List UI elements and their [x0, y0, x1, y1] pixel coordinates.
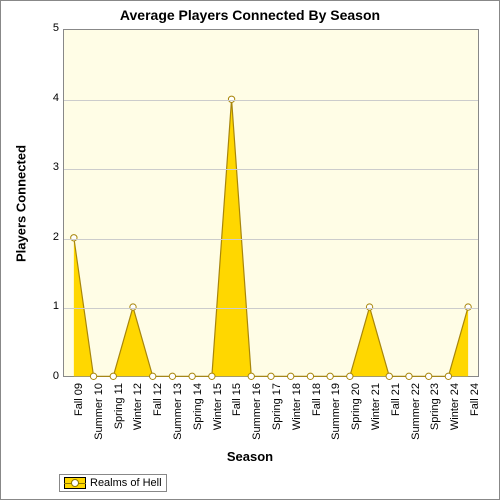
series-marker	[71, 235, 77, 241]
x-tick-label: Winter 24	[449, 383, 461, 463]
x-tick-label: Summer 16	[251, 383, 263, 463]
x-tick-label: Winter 21	[370, 383, 382, 463]
x-tick-label: Winter 15	[212, 383, 224, 463]
legend-label: Realms of Hell	[90, 477, 162, 489]
series-marker	[406, 373, 412, 379]
series-marker	[268, 373, 274, 379]
series-marker	[288, 373, 294, 379]
series-marker	[110, 373, 116, 379]
x-tick-label: Fall 15	[231, 383, 243, 463]
plot-area	[63, 29, 479, 377]
gridline	[64, 308, 478, 309]
x-tick-label: Spring 14	[192, 383, 204, 463]
series-marker	[327, 373, 333, 379]
legend-marker	[64, 478, 86, 488]
series-marker	[209, 373, 215, 379]
chart-series-svg	[64, 30, 478, 376]
x-tick-label: Spring 17	[271, 383, 283, 463]
series-marker	[445, 373, 451, 379]
series-marker	[189, 373, 195, 379]
gridline	[64, 169, 478, 170]
x-tick-label: Spring 11	[113, 383, 125, 463]
legend-circle-icon	[71, 479, 79, 487]
series-marker	[169, 373, 175, 379]
series-marker	[386, 373, 392, 379]
y-tick-label: 1	[39, 300, 59, 312]
x-tick-label: Winter 18	[291, 383, 303, 463]
gridline	[64, 239, 478, 240]
y-axis-label: Players Connected	[14, 144, 29, 264]
y-tick-label: 3	[39, 161, 59, 173]
y-tick-label: 0	[39, 370, 59, 382]
x-tick-label: Spring 20	[350, 383, 362, 463]
series-marker	[150, 373, 156, 379]
x-tick-label: Winter 12	[132, 383, 144, 463]
x-tick-label: Spring 23	[429, 383, 441, 463]
x-tick-label: Fall 21	[390, 383, 402, 463]
series-area	[74, 99, 468, 376]
chart-container: Average Players Connected By Season Play…	[0, 0, 500, 500]
gridline	[64, 100, 478, 101]
series-marker	[426, 373, 432, 379]
x-tick-label: Fall 09	[73, 383, 85, 463]
x-tick-label: Summer 13	[172, 383, 184, 463]
x-tick-label: Summer 22	[410, 383, 422, 463]
x-tick-label: Summer 19	[330, 383, 342, 463]
x-tick-label: Fall 12	[152, 383, 164, 463]
y-tick-label: 4	[39, 92, 59, 104]
legend: Realms of Hell	[59, 474, 167, 492]
x-tick-label: Fall 18	[311, 383, 323, 463]
y-tick-label: 5	[39, 22, 59, 34]
series-marker	[248, 373, 254, 379]
series-marker	[307, 373, 313, 379]
chart-title: Average Players Connected By Season	[1, 7, 499, 23]
series-marker	[347, 373, 353, 379]
series-marker	[90, 373, 96, 379]
x-tick-label: Summer 10	[93, 383, 105, 463]
y-tick-label: 2	[39, 231, 59, 243]
x-tick-label: Fall 24	[469, 383, 481, 463]
